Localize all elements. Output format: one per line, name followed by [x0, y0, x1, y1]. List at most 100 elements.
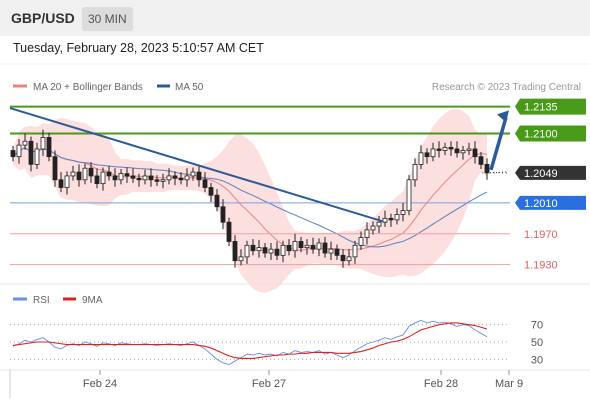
rsi-tick-70: 70: [531, 320, 543, 332]
candle-26: [166, 175, 172, 181]
legend-rsi-label: RSI: [33, 295, 50, 306]
candle-39: [244, 244, 250, 258]
rsi-9ma-line: [12, 322, 488, 360]
candle-16: [106, 171, 112, 177]
x-tick-label-0: Feb 24: [83, 378, 117, 390]
candle-34: [214, 194, 220, 208]
candle-78: [478, 156, 484, 165]
watermark: Research © 2023 Trading Central: [432, 82, 581, 93]
candle-38: [238, 256, 244, 262]
resistance-label-box: [515, 125, 586, 142]
candle-72: [442, 147, 448, 151]
candle-31: [196, 171, 202, 181]
resistance-label: 1.2135: [524, 102, 558, 114]
candle-55: [340, 254, 346, 262]
candle-57: [352, 244, 358, 258]
candle-23: [148, 175, 154, 181]
candle-75: [460, 150, 466, 154]
candle-79: [484, 163, 490, 174]
resistance-label-box: [515, 98, 586, 115]
candle-67: [412, 163, 418, 181]
candle-68: [418, 152, 424, 165]
candle-40: [250, 244, 256, 252]
candle-9: [64, 175, 70, 188]
candle-47: [292, 241, 298, 252]
candle-46: [286, 244, 292, 252]
candle-25: [160, 179, 166, 182]
candle-1: [16, 144, 22, 158]
rsi-tick-30: 30: [531, 354, 543, 366]
support-label: 1.1970: [524, 229, 558, 241]
legend-9ma-label: 9MA: [82, 295, 103, 306]
ma20-line: [12, 147, 488, 251]
candle-22: [142, 175, 148, 181]
last-price-dots: [489, 171, 509, 174]
candle-43: [268, 248, 274, 254]
ma50-line: [12, 147, 488, 248]
candle-60: [370, 225, 376, 231]
candle-19: [124, 173, 130, 177]
candle-8: [58, 179, 64, 188]
candle-62: [382, 217, 388, 223]
candle-45: [280, 244, 286, 256]
candle-48: [298, 241, 304, 249]
candle-3: [28, 140, 34, 165]
candle-14: [94, 175, 100, 185]
candle-36: [226, 221, 232, 242]
candle-6: [46, 136, 52, 158]
candle-5: [40, 136, 46, 150]
pivot-label: 1.2010: [524, 198, 558, 210]
candle-0: [10, 150, 16, 158]
candle-32: [202, 179, 208, 188]
candle-12: [82, 167, 88, 181]
candle-52: [322, 242, 328, 254]
forecast-arrow-head: [497, 110, 509, 123]
candle-17: [112, 175, 118, 181]
candle-30: [190, 171, 196, 177]
header-bar: GBP/USD 30 MIN: [0, 0, 590, 36]
candle-59: [364, 229, 370, 239]
trendline: [9, 107, 384, 223]
candle-61: [376, 221, 382, 227]
timestamp: Tuesday, February 28, 2023 5:10:57 AM CE…: [13, 41, 264, 55]
candle-28: [178, 177, 184, 181]
candle-50: [310, 244, 316, 250]
resistance-label: 1.2100: [524, 129, 558, 141]
candle-7: [52, 156, 58, 181]
candle-2: [22, 140, 28, 146]
forecast-arrow: [489, 116, 508, 171]
candle-21: [136, 177, 142, 181]
candle-63: [388, 217, 394, 221]
x-tick-label-1: Feb 27: [252, 378, 286, 390]
candle-54: [334, 248, 340, 256]
candle-4: [34, 148, 40, 165]
candle-27: [172, 175, 178, 179]
candle-65: [400, 210, 406, 215]
candle-37: [232, 241, 238, 262]
candle-29: [184, 175, 190, 181]
candle-13: [88, 167, 94, 177]
candle-77: [472, 148, 478, 158]
candle-18: [118, 173, 124, 181]
candle-35: [220, 206, 226, 223]
support-label: 1.1930: [524, 260, 558, 272]
rsi-tick-50: 50: [531, 337, 543, 349]
legend-ma50-label: MA 50: [175, 82, 204, 93]
candle-51: [316, 242, 322, 250]
candle-41: [256, 247, 262, 252]
candle-69: [424, 152, 430, 158]
candle-24: [154, 179, 160, 182]
candle-73: [448, 147, 454, 150]
symbol-label: GBP/USD: [11, 10, 75, 26]
x-tick-label-3: Mar 9: [495, 378, 523, 390]
candle-44: [274, 248, 280, 256]
candle-10: [70, 171, 76, 177]
candle-20: [130, 175, 136, 179]
x-tick-label-2: Feb 28: [424, 378, 458, 390]
candle-42: [262, 247, 268, 254]
last-price-label: 1.2049: [524, 168, 558, 180]
candle-64: [394, 214, 400, 221]
interval-badge[interactable]: 30 MIN: [82, 7, 133, 31]
candle-76: [466, 148, 472, 151]
